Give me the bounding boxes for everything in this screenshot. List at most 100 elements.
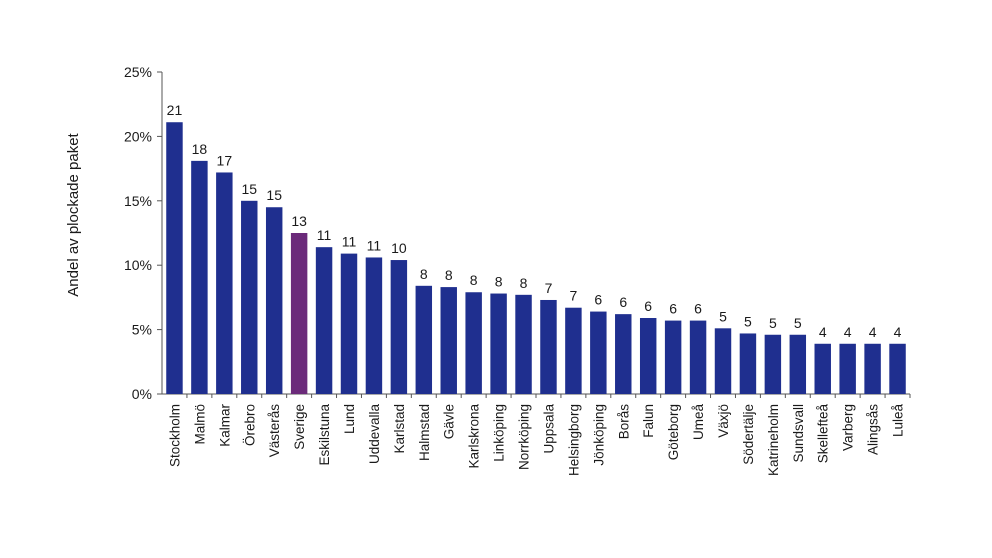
bar — [166, 122, 183, 395]
x-tick-label: Kalmar — [217, 404, 232, 447]
y-tick-label: 10% — [124, 257, 152, 273]
data-label: 6 — [644, 298, 652, 314]
bar — [241, 200, 258, 394]
bar — [315, 247, 333, 394]
data-label: 21 — [167, 102, 183, 118]
x-tick-label: Eskilstuna — [317, 404, 332, 466]
x-tick-label: Alingsås — [866, 404, 881, 455]
data-label: 17 — [217, 152, 233, 168]
x-tick-label: Uppsala — [541, 404, 556, 454]
data-label: 10 — [391, 240, 407, 256]
bar — [615, 314, 632, 394]
data-label: 5 — [744, 313, 752, 329]
bar — [714, 328, 732, 394]
data-label: 4 — [819, 324, 827, 340]
data-label: 7 — [570, 288, 578, 304]
bar — [490, 293, 507, 394]
data-label: 8 — [470, 272, 478, 288]
data-label: 4 — [869, 324, 877, 340]
data-label: 5 — [769, 315, 777, 331]
bar — [565, 307, 582, 394]
data-label: 6 — [619, 294, 627, 310]
bar — [290, 233, 308, 394]
y-tick-label: 15% — [124, 193, 152, 209]
x-tick-label: Västerås — [267, 404, 282, 458]
x-tick-label: Lund — [342, 404, 357, 434]
y-tick-label: 20% — [124, 128, 152, 144]
bar — [265, 207, 283, 394]
data-label: 11 — [342, 234, 357, 250]
x-tick-label: Katrineholm — [766, 404, 781, 476]
bar — [889, 343, 906, 394]
data-label: 6 — [594, 292, 602, 308]
data-label: 8 — [445, 267, 453, 283]
x-tick-label: Södertälje — [741, 404, 756, 465]
bars — [166, 122, 906, 395]
bar — [639, 318, 657, 394]
y-tick-label: 25% — [124, 64, 152, 80]
bar — [440, 287, 457, 394]
y-tick-label: 5% — [132, 322, 152, 338]
data-label: 4 — [844, 324, 852, 340]
bar — [664, 320, 682, 394]
x-tick-label: Gävle — [442, 404, 457, 439]
bar — [365, 257, 383, 394]
data-label: 7 — [545, 280, 553, 296]
bar — [465, 292, 482, 394]
bar — [590, 311, 607, 394]
data-label: 5 — [719, 308, 727, 324]
x-tick-label: Helsingborg — [566, 404, 581, 476]
bar — [839, 343, 856, 394]
data-label: 11 — [367, 237, 382, 253]
data-label: 8 — [420, 266, 428, 282]
data-label: 11 — [317, 227, 332, 243]
data-label: 8 — [495, 274, 503, 290]
data-label: 13 — [291, 213, 307, 229]
bar — [340, 253, 358, 394]
bar — [864, 343, 881, 394]
x-tick-label: Stockholm — [167, 404, 182, 467]
data-label: 15 — [266, 187, 282, 203]
category-labels: Stockholm Malmö Kalmar Örebro Västerås Sverig… — [167, 394, 911, 476]
bar — [789, 334, 807, 394]
x-tick-label: Halmstad — [417, 404, 432, 461]
data-label: 18 — [192, 141, 208, 157]
x-tick-label: Jönköping — [591, 404, 606, 466]
bar — [689, 320, 707, 394]
data-label: 15 — [241, 181, 257, 197]
x-tick-label: Falun — [641, 404, 656, 438]
bar — [515, 294, 532, 394]
x-tick-label: Linköping — [492, 404, 507, 462]
x-tick-label: Umeå — [691, 404, 706, 441]
bar — [764, 334, 782, 394]
x-tick-label: Karlskrona — [467, 404, 482, 469]
data-label: 5 — [794, 315, 802, 331]
x-tick-label: Luleå — [891, 404, 906, 438]
x-tick-label: Karlstad — [392, 404, 407, 454]
x-tick-label: Örebro — [242, 404, 257, 446]
x-tick-label: Växjö — [716, 404, 731, 438]
x-tick-label: Skellefteå — [816, 404, 831, 464]
data-label: 4 — [894, 324, 902, 340]
x-tick-label: Sundsvall — [791, 404, 806, 463]
bar — [540, 299, 557, 394]
data-label: 6 — [669, 301, 677, 317]
data-label: 8 — [520, 275, 528, 291]
x-tick-label: Sverige — [292, 404, 307, 450]
x-tick-label: Uddevalla — [367, 404, 382, 465]
x-tick-label: Göteborg — [666, 404, 681, 460]
x-tick-label: Varberg — [841, 404, 856, 451]
bar — [814, 343, 831, 394]
y-tick-label: 0% — [132, 386, 152, 402]
data-label: 6 — [694, 301, 702, 317]
x-tick-label: Borås — [616, 404, 631, 440]
x-tick-label: Malmö — [192, 404, 207, 445]
x-tick-label: Norrköping — [517, 404, 532, 470]
bar — [415, 285, 433, 394]
y-axis-title: Andel av plockade paket — [65, 132, 82, 296]
bar — [739, 333, 757, 394]
bar — [216, 172, 233, 394]
bar — [390, 260, 408, 394]
